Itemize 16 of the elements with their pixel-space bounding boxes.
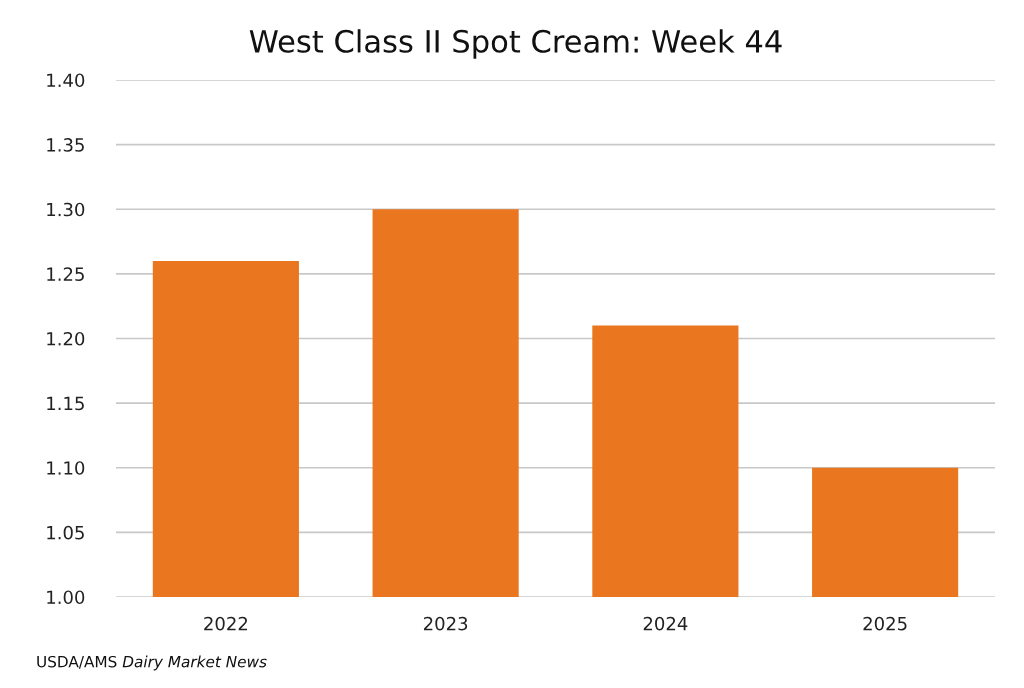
x-tick-label: 2023 <box>423 616 468 631</box>
x-tick-label: 2022 <box>204 616 248 631</box>
y-tick-label: 1.05 <box>47 525 84 540</box>
x-tick-label: 2025 <box>863 616 907 631</box>
y-tick-label: 1.35 <box>47 138 84 152</box>
x-tick-label: 2024 <box>643 616 688 631</box>
y-tick-label: 1.40 <box>47 73 85 88</box>
text: Dairy Market News <box>122 655 267 671</box>
y-tick-label: 1.30 <box>47 202 85 217</box>
y-tick-label: 1.20 <box>47 331 85 346</box>
text: USDA/AMS <box>37 655 117 669</box>
y-tick-label: 1.00 <box>47 590 85 605</box>
chart-title: West Class II Spot Cream: Week 44 <box>249 29 782 59</box>
y-tick-label: 1.10 <box>47 461 85 475</box>
y-tick-label: 1.25 <box>47 267 84 281</box>
y-tick-label: 1.15 <box>47 396 84 411</box>
